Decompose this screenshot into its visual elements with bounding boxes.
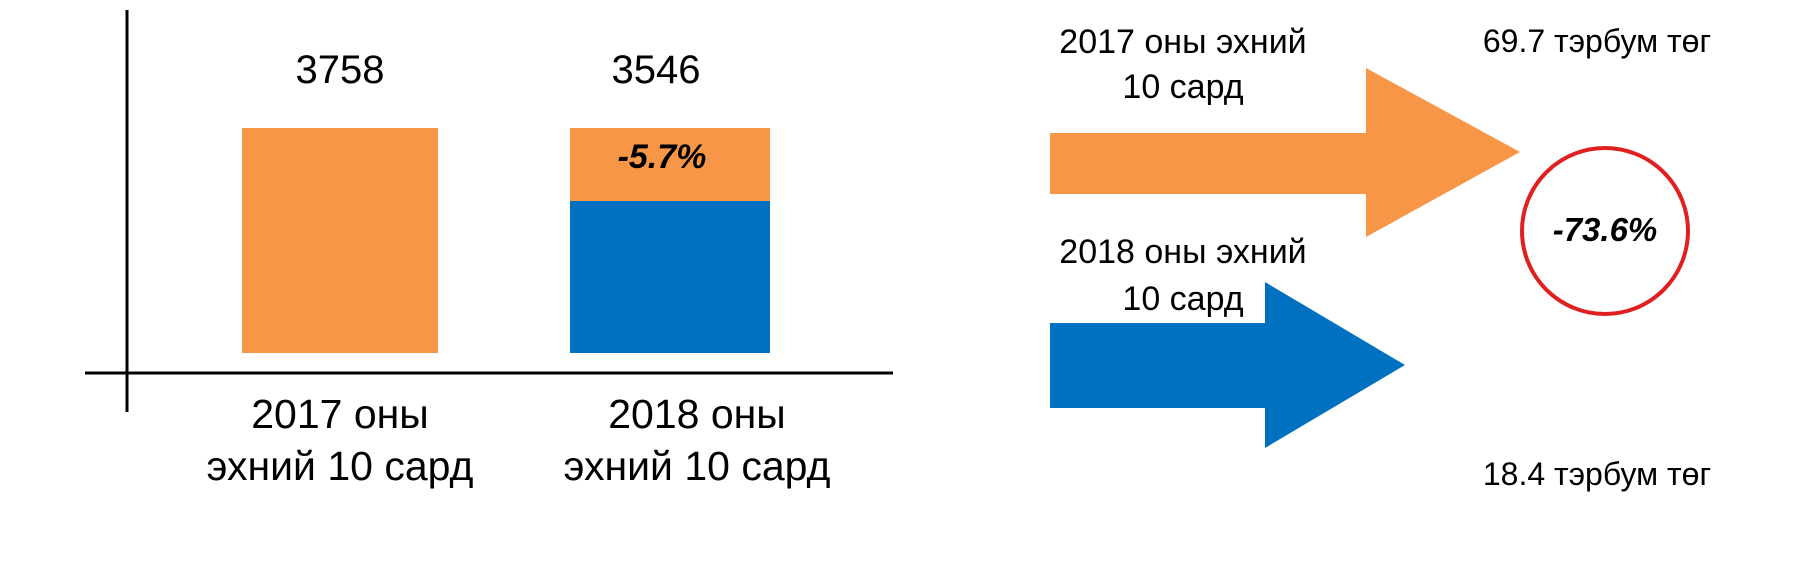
bar-change-band bbox=[570, 128, 770, 201]
category-label-2018-line1: 2018 оны bbox=[608, 391, 786, 437]
bar-value-label-2018: 3546 bbox=[612, 48, 701, 92]
bar-series: 3758 3546 bbox=[242, 48, 770, 353]
arrow-change-label: -73.6% bbox=[1553, 211, 1658, 248]
category-label-2018-line2: эхний 10 сард bbox=[564, 443, 831, 489]
amount-2017-label: 69.7 тэрбум төг bbox=[1483, 23, 1711, 59]
bar-2017 bbox=[242, 128, 438, 353]
arrow-2018-period-line2: 10 сард bbox=[1122, 280, 1243, 318]
arrow-2018-period-line1: 2018 оны эхний bbox=[1059, 233, 1306, 271]
amount-2018-label: 18.4 тэрбум төг bbox=[1483, 456, 1711, 492]
bar-chart: 3758 3546 -5.7% 2017 оны эхний 10 сард 20… bbox=[85, 10, 893, 489]
arrow-2018 bbox=[1050, 282, 1405, 448]
bar-change-label: -5.7% bbox=[618, 138, 707, 176]
category-label-2017-line1: 2017 оны bbox=[251, 391, 429, 437]
arrow-comparison: 2017 оны эхний 10 сард 69.7 тэрбум төг 2… bbox=[1050, 23, 1711, 492]
bar-value-label-2017: 3758 bbox=[296, 48, 385, 92]
category-label-2017-line2: эхний 10 сард bbox=[207, 443, 474, 489]
change-circle bbox=[1520, 146, 1690, 316]
arrow-2017 bbox=[1050, 68, 1520, 237]
arrow-2017-period-line2: 10 сард bbox=[1122, 68, 1243, 106]
arrow-2017-period-line1: 2017 оны эхний bbox=[1059, 23, 1306, 61]
bar-2018 bbox=[570, 201, 770, 353]
